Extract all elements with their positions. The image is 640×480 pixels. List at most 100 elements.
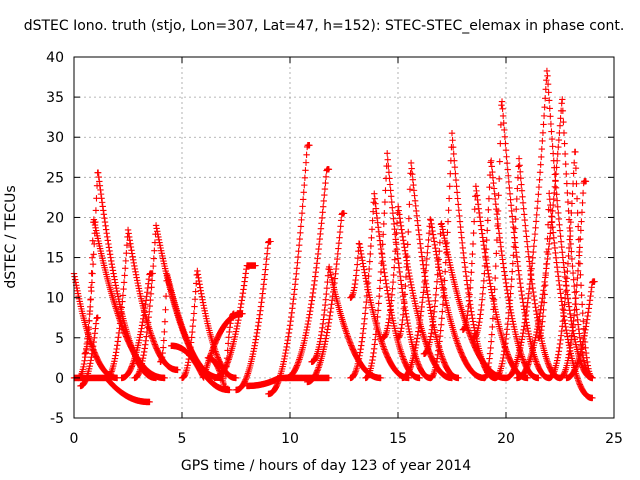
plus-marker [548, 135, 556, 143]
plus-marker [509, 260, 517, 267]
plus-marker [416, 236, 423, 243]
plus-marker [316, 341, 323, 348]
plus-marker [314, 255, 321, 262]
plus-marker [128, 247, 135, 254]
plus-marker [88, 353, 95, 361]
plus-marker [582, 178, 590, 185]
plus-marker [549, 224, 556, 231]
plus-marker [474, 201, 482, 208]
plus-marker [413, 335, 421, 342]
plus-marker [112, 279, 119, 286]
x-axis-label: GPS time / hours of day 123 of year 2014 [181, 458, 471, 474]
plus-marker [434, 271, 441, 278]
plus-marker [502, 140, 509, 147]
plus-marker [414, 360, 422, 367]
plus-marker [543, 67, 551, 75]
plus-marker [489, 295, 497, 302]
plus-marker [382, 280, 390, 287]
y-tick-label: 15 [46, 251, 64, 267]
plus-marker [377, 374, 384, 382]
plus-marker [143, 333, 150, 340]
plus-marker [371, 190, 378, 197]
plus-marker [556, 221, 563, 229]
plus-marker [105, 244, 113, 251]
plus-marker [383, 283, 390, 291]
plus-marker [180, 329, 188, 337]
plus-marker [114, 338, 122, 345]
plus-marker [524, 374, 531, 382]
plus-marker [488, 157, 495, 164]
plus-marker [564, 357, 572, 364]
plus-marker [260, 281, 267, 288]
plus-marker [469, 315, 476, 322]
plus-marker [184, 338, 191, 346]
plus-marker [345, 336, 353, 343]
plus-marker [439, 356, 447, 363]
plus-marker [487, 283, 494, 290]
plot-frame [73, 56, 615, 419]
plus-marker [397, 218, 404, 226]
plus-marker [185, 359, 192, 366]
plus-marker [451, 164, 459, 171]
plus-marker [432, 245, 439, 252]
plus-marker [402, 310, 410, 317]
plus-marker [489, 174, 497, 181]
plus-marker [494, 207, 502, 215]
plus-marker [194, 271, 202, 278]
plus-marker [459, 244, 466, 252]
plus-marker [511, 225, 519, 232]
plus-marker [211, 341, 218, 348]
plus-marker [550, 234, 557, 241]
plus-marker [310, 281, 318, 289]
plus-marker [138, 325, 145, 332]
plus-marker [267, 238, 274, 245]
plus-marker [557, 336, 564, 344]
plus-marker [490, 179, 497, 187]
plus-marker [274, 379, 282, 386]
plus-marker [259, 290, 266, 297]
plus-marker [501, 268, 508, 275]
plus-marker [579, 338, 587, 345]
plus-marker [161, 318, 169, 325]
plus-marker [139, 354, 147, 362]
plus-marker [386, 311, 393, 319]
plus-marker [437, 273, 444, 280]
plus-marker [121, 330, 129, 337]
plus-marker [503, 153, 510, 160]
plus-marker [463, 272, 470, 280]
plus-marker [93, 315, 100, 322]
plus-marker [337, 223, 344, 230]
plus-marker [406, 275, 414, 283]
plus-marker [485, 359, 493, 367]
plus-marker [571, 289, 578, 296]
plus-marker [127, 243, 135, 251]
plus-marker [484, 366, 492, 374]
plus-marker [316, 338, 324, 345]
plus-marker [399, 353, 406, 360]
plus-marker [587, 288, 595, 295]
plus-marker [510, 252, 517, 259]
plus-marker [585, 305, 593, 312]
plus-marker [389, 204, 396, 211]
plus-marker [554, 150, 561, 158]
plus-marker [243, 373, 250, 380]
plus-marker [418, 249, 425, 256]
plus-marker [426, 339, 433, 346]
plus-marker [532, 358, 540, 365]
plus-marker [306, 142, 313, 149]
plus-marker [295, 241, 303, 249]
plus-marker [291, 286, 298, 293]
plus-marker [510, 229, 518, 236]
plus-marker [570, 276, 577, 283]
plus-marker [530, 243, 538, 250]
plus-marker [515, 155, 523, 162]
plus-marker [499, 260, 507, 267]
plus-marker [369, 217, 376, 224]
plus-marker [116, 320, 124, 327]
plus-marker [137, 331, 144, 338]
x-tick-label: 0 [70, 431, 79, 447]
plus-marker [376, 233, 383, 240]
plus-marker [351, 369, 359, 377]
plus-marker [317, 335, 324, 342]
plus-marker [432, 364, 439, 371]
